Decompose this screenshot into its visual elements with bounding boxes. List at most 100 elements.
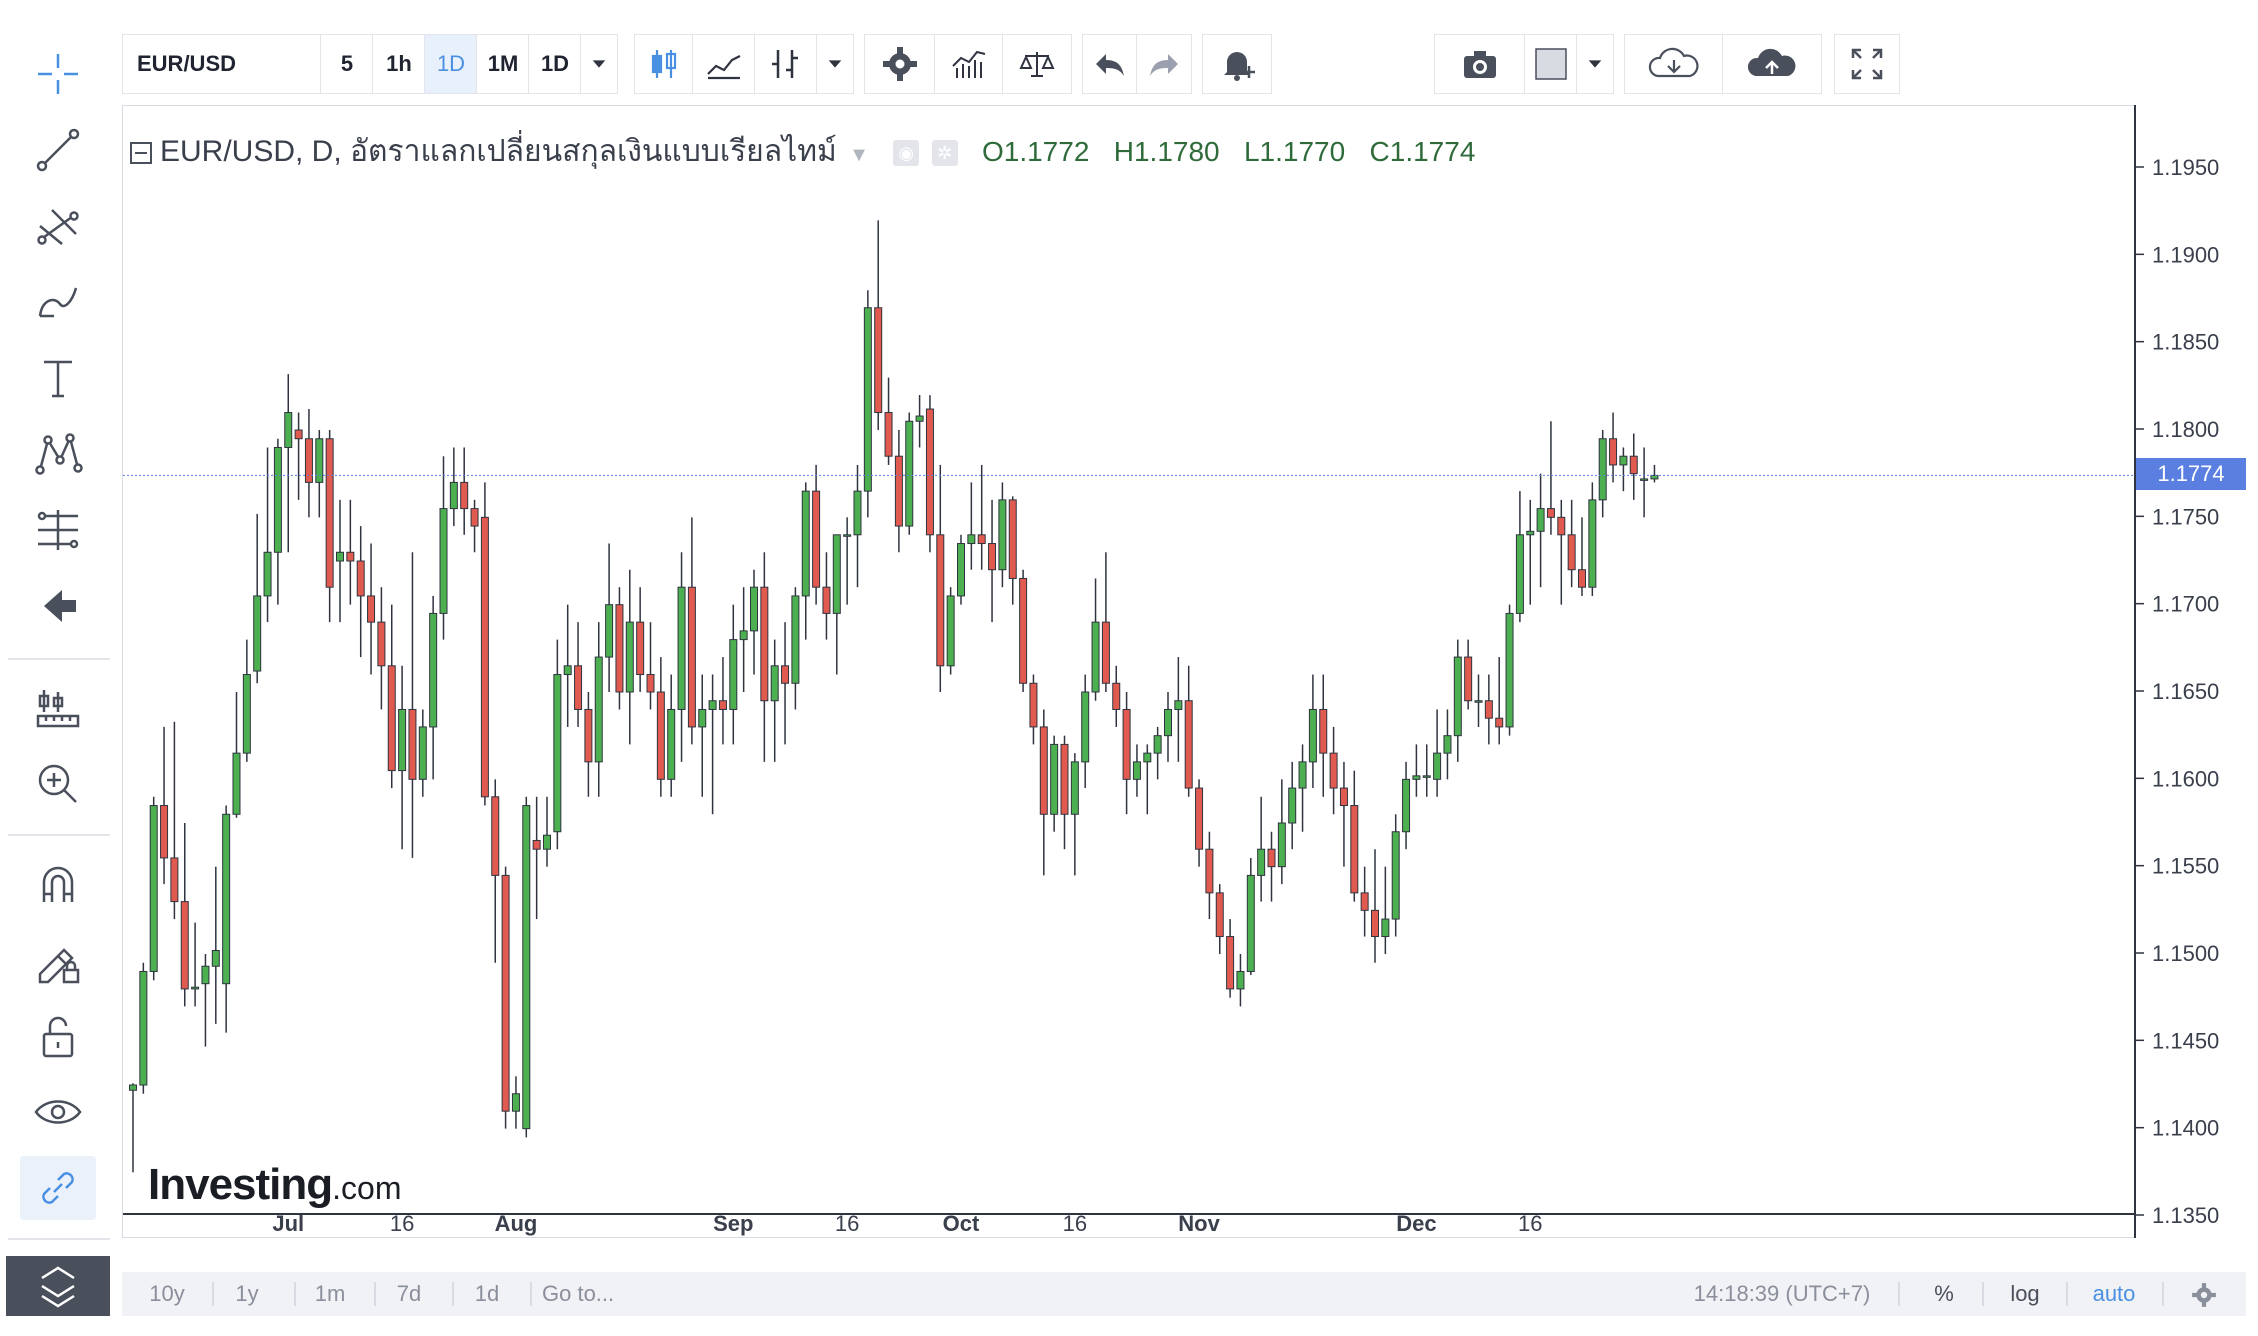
interval-1h[interactable]: 1h <box>372 34 426 94</box>
candle-down[interactable] <box>1339 787 1348 807</box>
candle-down[interactable] <box>1122 708 1131 780</box>
candle-down[interactable] <box>1546 508 1555 518</box>
candle-up[interactable] <box>863 307 872 492</box>
candle-down[interactable] <box>977 534 986 545</box>
candle-down[interactable] <box>1557 516 1566 536</box>
legend-visibility-icon[interactable]: ◉ <box>893 140 920 167</box>
compare-button[interactable] <box>1002 34 1072 94</box>
candle-down[interactable] <box>1215 892 1224 938</box>
candlestick-chart[interactable]: Jul 16 Aug Sep 16 Oct 16 Nov Dec 16 <box>123 106 2135 1239</box>
candle-up[interactable] <box>284 412 293 448</box>
add-alert-button[interactable] <box>1202 34 1272 94</box>
candle-down[interactable] <box>1101 621 1110 684</box>
undo-button[interactable] <box>1082 34 1138 94</box>
candle-down[interactable] <box>1484 700 1493 719</box>
screenshot-button[interactable] <box>1434 34 1526 94</box>
candle-up[interactable] <box>201 965 210 985</box>
range-1y[interactable]: 1y <box>235 1281 259 1306</box>
candle-up[interactable] <box>729 639 738 710</box>
candle-down[interactable] <box>636 621 645 676</box>
redo-button[interactable] <box>1136 34 1192 94</box>
candle-down[interactable] <box>170 857 179 903</box>
candle-up[interactable] <box>1443 735 1452 754</box>
percent-toggle[interactable]: % <box>1934 1281 1954 1306</box>
candle-up[interactable] <box>1164 708 1172 737</box>
load-chart-button[interactable] <box>1624 34 1724 94</box>
candle-down[interactable] <box>874 307 883 414</box>
interval-1m[interactable]: 1M <box>476 34 530 94</box>
collapse-legend-icon[interactable] <box>130 142 152 165</box>
candle-up[interactable] <box>915 415 924 422</box>
candle-down[interactable] <box>1495 717 1504 728</box>
candle-up[interactable] <box>439 508 448 614</box>
candle-up[interactable] <box>1402 778 1411 833</box>
prediction-measure-icon[interactable] <box>20 498 96 562</box>
brush-icon[interactable] <box>20 270 96 334</box>
interval-5[interactable]: 5 <box>320 34 374 94</box>
candle-down[interactable] <box>1371 909 1379 938</box>
candle-down[interactable] <box>936 534 945 667</box>
candle-up[interactable] <box>1381 918 1390 938</box>
candle-down[interactable] <box>687 586 696 728</box>
range-10y[interactable]: 10y <box>149 1281 185 1306</box>
candle-down[interactable] <box>1112 682 1121 710</box>
candle-up[interactable] <box>139 970 148 1086</box>
candle-down[interactable] <box>377 621 386 667</box>
candle-down[interactable] <box>1578 569 1586 588</box>
candle-up[interactable] <box>1246 874 1255 972</box>
range-1m[interactable]: 1m <box>314 1281 346 1306</box>
candle-down[interactable] <box>894 455 903 527</box>
candle-up[interactable] <box>1277 822 1286 868</box>
candle-up[interactable] <box>563 665 572 676</box>
candle-down[interactable] <box>1360 892 1369 911</box>
candle-down[interactable] <box>1205 848 1214 894</box>
candle-down[interactable] <box>925 408 934 536</box>
magnet-icon[interactable] <box>20 852 96 916</box>
candle-up[interactable] <box>843 534 852 537</box>
candle-down[interactable] <box>470 508 479 527</box>
unlock-icon[interactable] <box>20 1004 96 1068</box>
candle-up[interactable] <box>1640 478 1649 481</box>
candle-up[interactable] <box>511 1093 520 1112</box>
candle-up[interactable] <box>315 438 324 483</box>
candle-up[interactable] <box>605 604 614 658</box>
fullscreen-button[interactable] <box>1834 34 1900 94</box>
candle-up[interactable] <box>1588 499 1597 588</box>
candle-up[interactable] <box>232 752 241 815</box>
color-dropdown[interactable] <box>1576 34 1614 94</box>
candle-up[interactable] <box>222 813 231 985</box>
candle-down[interactable] <box>781 665 790 684</box>
color-box-button[interactable] <box>1524 34 1578 94</box>
fib-tools-icon[interactable] <box>20 194 96 258</box>
candle-up[interactable] <box>594 656 603 763</box>
candle-up[interactable] <box>905 420 914 527</box>
candle-up[interactable] <box>398 708 407 772</box>
candle-down[interactable] <box>1184 700 1193 789</box>
candle-up[interactable] <box>1412 775 1421 780</box>
candle-up[interactable] <box>853 490 862 536</box>
candle-up[interactable] <box>418 726 427 780</box>
symbol-search-input[interactable]: EUR/USD <box>122 34 322 94</box>
candle-down[interactable] <box>356 560 365 597</box>
axis-settings-button[interactable] <box>2182 1272 2226 1316</box>
collapse-toolbar-button[interactable] <box>6 1256 110 1316</box>
measure-ruler-icon[interactable] <box>20 676 96 740</box>
candle-up[interactable] <box>273 446 282 553</box>
candle-up[interactable] <box>1143 752 1152 763</box>
candle-down[interactable] <box>812 490 821 588</box>
candle-up[interactable] <box>698 708 707 728</box>
candle-down[interactable] <box>1195 787 1204 850</box>
candle-up[interactable] <box>1132 761 1141 780</box>
candle-down[interactable] <box>367 595 376 623</box>
candle-up[interactable] <box>770 665 779 702</box>
candle-down[interactable] <box>387 665 396 772</box>
studies-button[interactable] <box>934 34 1004 94</box>
candle-down[interactable] <box>884 412 893 457</box>
candle-up[interactable] <box>1650 474 1659 480</box>
link-icon[interactable] <box>20 1156 96 1220</box>
lock-drawing-icon[interactable] <box>20 928 96 992</box>
candle-down[interactable] <box>480 516 489 798</box>
candle-down[interactable] <box>325 438 334 588</box>
trend-line-icon[interactable] <box>20 118 96 182</box>
interval-1d-selected[interactable]: 1D <box>424 34 478 94</box>
